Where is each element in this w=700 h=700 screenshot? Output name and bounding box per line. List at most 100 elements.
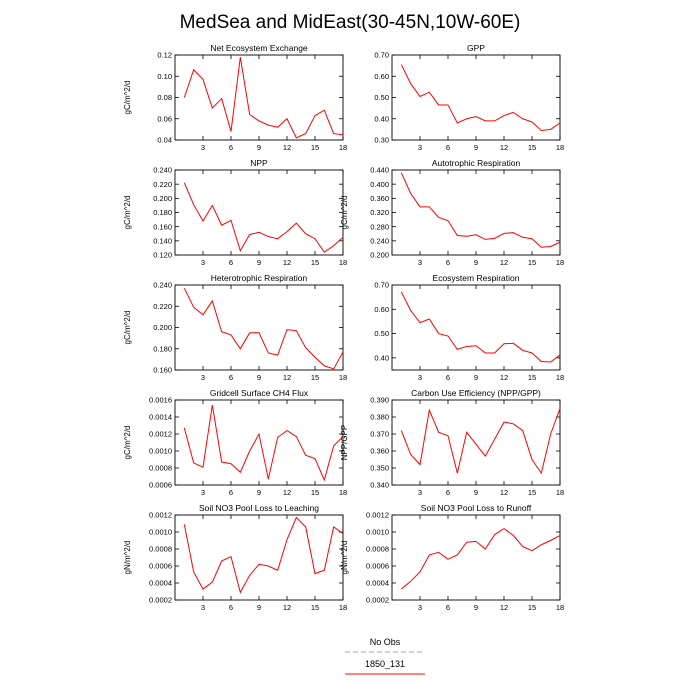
y-tick-label: 0.0010 (149, 528, 172, 537)
y-tick-label: 0.0012 (366, 511, 389, 520)
x-tick-label: 3 (418, 258, 422, 267)
x-tick-label: 9 (257, 603, 261, 612)
x-tick-label: 18 (339, 373, 347, 382)
x-tick-label: 3 (201, 258, 205, 267)
x-tick-label: 12 (283, 373, 291, 382)
y-tick-label: 0.0012 (149, 511, 172, 520)
y-tick-label: 0.360 (370, 447, 389, 456)
y-tick-label: 0.08 (157, 93, 172, 102)
plot-frame (174, 399, 344, 486)
y-tick-label: 0.440 (370, 166, 389, 175)
y-tick-label: 0.0014 (149, 413, 172, 422)
y-tick-label: 0.200 (153, 323, 172, 332)
x-tick-label: 6 (229, 603, 233, 612)
y-tick-label: 0.380 (370, 413, 389, 422)
plot-frame (391, 54, 561, 141)
x-tick-label: 18 (339, 603, 347, 612)
panel-title: Ecosystem Respiration (433, 273, 520, 283)
legend: No Obs 1850_131 (345, 637, 425, 675)
x-tick-label: 15 (311, 258, 319, 267)
x-tick-label: 15 (528, 143, 536, 152)
x-tick-label: 3 (418, 143, 422, 152)
panel-title: Gridcell Surface CH4 Flux (210, 388, 309, 398)
y-tick-label: 0.320 (370, 208, 389, 217)
x-tick-label: 12 (283, 488, 291, 497)
panel-title: Heterotrophic Respiration (211, 273, 308, 283)
y-tick-label: 0.0010 (149, 447, 172, 456)
x-tick-label: 9 (257, 488, 261, 497)
x-tick-label: 9 (474, 603, 478, 612)
panel-title: Soil NO3 Pool Loss to Runoff (421, 503, 532, 513)
panel-1: Net Ecosystem Exchange 3 6 9 12 15 18 0.04 0.06 0… (123, 43, 347, 152)
x-tick-label: 12 (500, 603, 508, 612)
series-line (400, 408, 561, 475)
series-line (183, 516, 344, 594)
x-tick-label: 9 (474, 143, 478, 152)
y-tick-label: 0.240 (153, 281, 172, 290)
series-line (401, 527, 561, 590)
x-tick-label: 9 (474, 373, 478, 382)
y-tick-label: 0.0012 (149, 430, 172, 439)
x-tick-label: 3 (201, 373, 205, 382)
panel-title: NPP (250, 158, 268, 168)
x-tick-label: 6 (229, 488, 233, 497)
x-tick-label: 6 (446, 373, 450, 382)
y-axis-label: gN/m^2/d (340, 541, 349, 575)
y-tick-label: 0.390 (370, 396, 389, 405)
plot-frame (391, 284, 561, 371)
y-tick-label: 0.220 (153, 180, 172, 189)
panel-grid: Net Ecosystem Exchange 3 6 9 12 15 18 0.04 0.06 0… (123, 43, 564, 612)
y-axis-label: gC/m^2/d (123, 196, 132, 230)
y-tick-label: 0.0008 (149, 545, 172, 554)
x-tick-label: 18 (556, 373, 564, 382)
x-tick-label: 6 (446, 258, 450, 267)
y-tick-label: 0.0006 (149, 562, 172, 571)
x-tick-label: 18 (339, 143, 347, 152)
x-tick-label: 18 (556, 603, 564, 612)
y-tick-label: 0.60 (374, 72, 389, 81)
x-tick-label: 15 (311, 488, 319, 497)
y-tick-label: 0.180 (153, 208, 172, 217)
panel-4: Autotrophic Respiration 3 6 9 12 15 18 0.200 0.2… (340, 158, 564, 267)
panel-title: Net Ecosystem Exchange (210, 43, 308, 53)
legend-obs-label: No Obs (370, 637, 401, 647)
x-tick-label: 15 (528, 373, 536, 382)
legend-model-label: 1850_131 (365, 659, 405, 669)
plot-frame (391, 514, 561, 601)
y-tick-label: 0.0004 (149, 579, 172, 588)
series-line (400, 172, 561, 248)
x-tick-label: 3 (418, 373, 422, 382)
panel-title: Carbon Use Efficiency (NPP/GPP) (411, 388, 541, 398)
y-tick-label: 0.0002 (366, 596, 389, 605)
y-tick-label: 0.04 (157, 136, 172, 145)
x-tick-label: 18 (339, 258, 347, 267)
y-tick-label: 0.70 (374, 51, 389, 60)
y-tick-label: 0.370 (370, 430, 389, 439)
x-tick-label: 15 (311, 603, 319, 612)
x-tick-label: 18 (556, 143, 564, 152)
y-tick-label: 0.180 (153, 344, 172, 353)
y-tick-label: 0.280 (370, 222, 389, 231)
y-tick-label: 0.200 (370, 251, 389, 260)
x-tick-label: 3 (201, 143, 205, 152)
y-tick-label: 0.400 (370, 180, 389, 189)
panel-title: Soil NO3 Pool Loss to Leaching (199, 503, 319, 513)
plot-frame (174, 284, 344, 371)
x-tick-label: 15 (311, 373, 319, 382)
panel-title: Autotrophic Respiration (432, 158, 521, 168)
x-tick-label: 18 (556, 488, 564, 497)
y-tick-label: 0.0008 (366, 545, 389, 554)
plot-frame (174, 514, 344, 601)
y-tick-label: 0.200 (153, 194, 172, 203)
y-axis-label: gC/m^2/d (123, 426, 132, 460)
panel-5: Heterotrophic Respiration 3 6 9 12 15 18 0.160 0… (123, 273, 347, 382)
y-tick-label: 0.350 (370, 464, 389, 473)
plot-frame (174, 54, 344, 141)
x-tick-label: 3 (201, 603, 205, 612)
y-tick-label: 0.0016 (149, 396, 172, 405)
x-tick-label: 9 (257, 143, 261, 152)
x-tick-label: 15 (311, 143, 319, 152)
x-tick-label: 15 (528, 258, 536, 267)
x-tick-label: 3 (201, 488, 205, 497)
